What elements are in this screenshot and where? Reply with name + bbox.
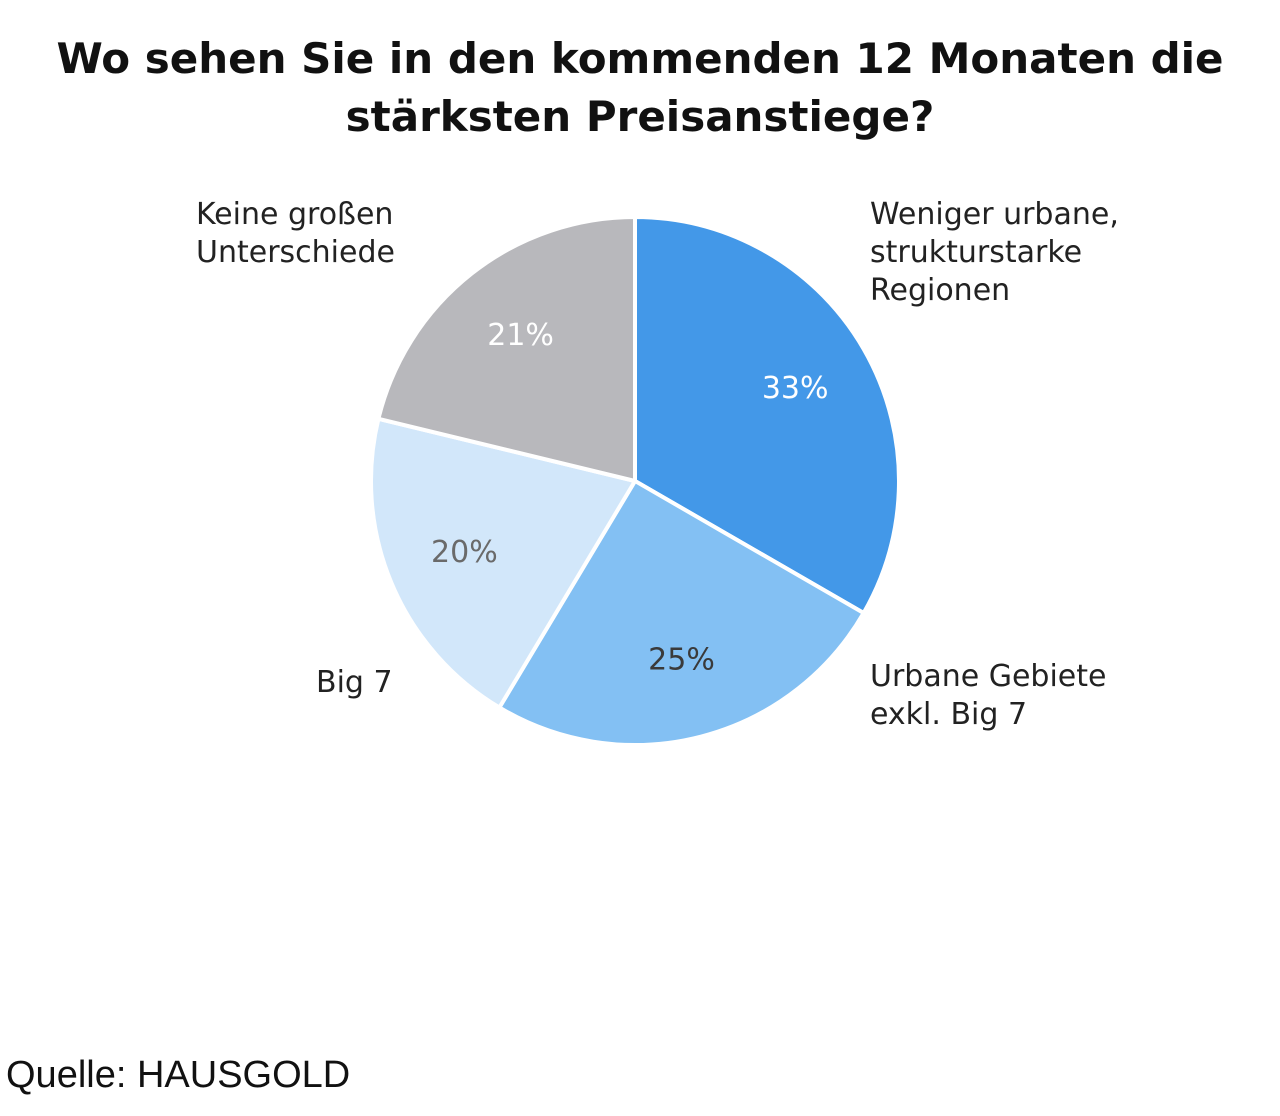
pie-slice-2: [369, 416, 637, 710]
chart-title: Wo sehen Sie in den kommenden 12 Monaten…: [0, 30, 1280, 146]
pie-slice-1: [497, 479, 866, 747]
slice-value-label-3: 21%: [487, 318, 554, 353]
slice-label-urbane-gebiete: Urbane Gebiete exkl. Big 7: [870, 658, 1106, 734]
slice-label-line: Unterschiede: [196, 235, 395, 270]
slice-label-line: Weniger urbane,: [870, 197, 1119, 232]
slice-value-label-2: 20%: [431, 535, 498, 570]
slice-value-label-1: 25%: [648, 643, 715, 678]
pie-slice-0: [633, 215, 901, 615]
source-note: Quelle: HAUSGOLD: [6, 1054, 351, 1096]
chart-title-line-1: Wo sehen Sie in den kommenden 12 Monaten…: [56, 34, 1224, 83]
slice-label-keine-unterschiede: Keine großen Unterschiede: [196, 196, 395, 272]
slice-label-weniger-urbane: Weniger urbane, strukturstarke Regionen: [870, 196, 1119, 310]
slice-label-line: exkl. Big 7: [870, 697, 1028, 732]
slice-label-line: Big 7: [316, 665, 393, 700]
chart-title-line-2: stärksten Preisanstiege?: [345, 92, 935, 141]
slice-label-line: Keine großen: [196, 197, 394, 232]
slice-value-label-0: 33%: [762, 371, 829, 406]
slice-label-line: Urbane Gebiete: [870, 659, 1107, 694]
pie-slice-3: [376, 215, 637, 483]
slice-label-line: strukturstarke: [870, 235, 1083, 270]
slice-label-big-7: Big 7: [316, 664, 393, 702]
slice-label-line: Regionen: [870, 273, 1011, 308]
